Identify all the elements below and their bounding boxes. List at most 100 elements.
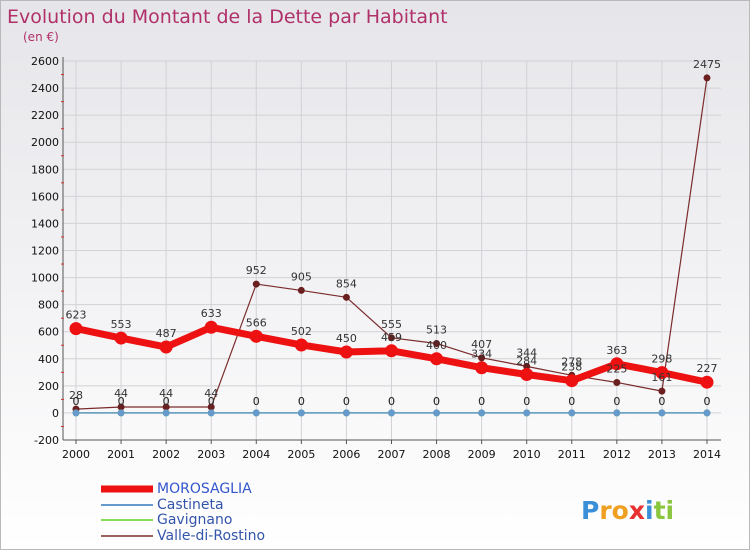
data-label-gavignano: 0 <box>73 395 80 408</box>
data-label-valle-di-rostino: 513 <box>426 323 447 336</box>
data-point-castineta <box>162 409 170 417</box>
data-label-morosaglia: 298 <box>651 353 672 366</box>
y-tick-label: 1400 <box>31 217 59 230</box>
data-point-morosaglia <box>565 374 579 388</box>
brand-letter: i <box>645 496 654 525</box>
data-label-castineta: 0 <box>658 395 665 408</box>
data-point-valle-di-rostino <box>342 293 350 301</box>
data-point-valle-di-rostino <box>478 354 486 362</box>
x-tick-label: 2002 <box>152 448 180 461</box>
data-point-morosaglia <box>475 361 489 375</box>
data-point-castineta <box>72 409 80 417</box>
data-point-castineta <box>342 409 350 417</box>
data-point-morosaglia <box>114 331 128 345</box>
data-point-castineta <box>387 409 395 417</box>
data-label-morosaglia: 450 <box>336 332 357 345</box>
data-label-valle-di-rostino: 952 <box>246 264 267 277</box>
data-label-valle-di-rostino: 44 <box>114 387 128 400</box>
data-point-morosaglia <box>610 357 624 371</box>
data-point-valle-di-rostino <box>433 339 441 347</box>
data-point-castineta <box>252 409 260 417</box>
data-label-valle-di-rostino: 44 <box>204 387 218 400</box>
data-point-castineta <box>658 409 666 417</box>
data-label-morosaglia: 502 <box>291 325 312 338</box>
data-point-castineta <box>117 409 125 417</box>
brand-logo: Proxiti <box>581 496 674 525</box>
data-point-morosaglia <box>159 340 173 354</box>
data-labels: 623 553 487 633 566 502 450 459 400 334 284 238 363 2… <box>66 58 721 408</box>
y-tick-label: 2000 <box>31 136 59 149</box>
data-label-morosaglia: 238 <box>561 361 582 374</box>
x-tick-label: 2007 <box>377 448 405 461</box>
data-point-castineta <box>703 409 711 417</box>
data-label-morosaglia: 487 <box>156 327 177 340</box>
x-tick-label: 2004 <box>242 448 270 461</box>
data-label-gavignano: 0 <box>118 395 125 408</box>
data-point-valle-di-rostino <box>703 74 711 82</box>
legend: MOROSAGLIACastinetaGavignanoValle-di-Ros… <box>101 481 265 544</box>
data-label-gavignano: 0 <box>613 395 620 408</box>
data-point-morosaglia <box>384 344 398 358</box>
data-point-castineta <box>613 409 621 417</box>
y-tick-label: 400 <box>38 353 59 366</box>
data-label-castineta: 0 <box>388 395 395 408</box>
data-label-castineta: 0 <box>613 395 620 408</box>
data-label-valle-di-rostino: 854 <box>336 277 357 290</box>
data-point-castineta <box>478 409 486 417</box>
y-tick-label: 1000 <box>31 272 59 285</box>
x-tick-label: 2012 <box>603 448 631 461</box>
data-label-valle-di-rostino: 44 <box>159 387 173 400</box>
data-label-gavignano: 0 <box>478 395 485 408</box>
x-tick-label: 2011 <box>558 448 586 461</box>
data-label-morosaglia: 623 <box>66 309 87 322</box>
data-label-gavignano: 0 <box>208 395 215 408</box>
data-point-morosaglia <box>249 329 263 343</box>
data-label-valle-di-rostino: 344 <box>516 346 537 359</box>
data-label-valle-di-rostino: 28 <box>69 389 83 402</box>
data-label-morosaglia: 284 <box>516 354 537 367</box>
brand-letter: o <box>612 496 629 525</box>
data-point-morosaglia <box>700 375 714 389</box>
axes <box>62 57 721 441</box>
data-label-valle-di-rostino: 407 <box>471 338 492 351</box>
brand-letter: x <box>629 496 645 525</box>
y-tick-label: 2600 <box>31 55 59 68</box>
data-point-morosaglia <box>520 367 534 381</box>
y-tick-label: 1600 <box>31 190 59 203</box>
legend-label-gavignano: Gavignano <box>157 512 232 528</box>
data-label-valle-di-rostino: 905 <box>291 270 312 283</box>
y-tick-label: 2200 <box>31 109 59 122</box>
data-label-castineta: 0 <box>433 395 440 408</box>
data-label-gavignano: 0 <box>523 395 530 408</box>
x-tick-label: 2013 <box>648 448 676 461</box>
x-tick-label: 2003 <box>197 448 225 461</box>
x-tick-label: 2008 <box>423 448 451 461</box>
data-label-castineta: 0 <box>298 395 305 408</box>
data-point-morosaglia <box>204 320 218 334</box>
data-label-gavignano: 0 <box>298 395 305 408</box>
data-label-valle-di-rostino: 225 <box>606 362 627 375</box>
y-tick-label: 1200 <box>31 245 59 258</box>
data-point-castineta <box>297 409 305 417</box>
data-point-morosaglia <box>339 345 353 359</box>
data-label-castineta: 0 <box>343 395 350 408</box>
data-label-gavignano: 0 <box>343 395 350 408</box>
data-point-valle-di-rostino <box>387 334 395 342</box>
y-tick-label: 600 <box>38 326 59 339</box>
data-label-morosaglia: 566 <box>246 316 267 329</box>
legend-label-valle-di-rostino: Valle-di-Rostino <box>157 528 265 544</box>
data-label-castineta: 0 <box>73 395 80 408</box>
chart-title: Evolution du Montant de la Dette par Hab… <box>7 6 448 28</box>
y-tick-label: 0 <box>52 407 59 420</box>
y-tick-label: -200 <box>34 434 59 447</box>
data-label-gavignano: 0 <box>388 395 395 408</box>
x-tick-label: 2000 <box>62 448 90 461</box>
data-label-morosaglia: 363 <box>606 344 627 357</box>
data-label-castineta: 0 <box>523 395 530 408</box>
data-label-morosaglia: 334 <box>471 348 492 361</box>
data-point-morosaglia <box>430 352 444 366</box>
y-tick-label: 1800 <box>31 163 59 176</box>
data-label-gavignano: 0 <box>253 395 260 408</box>
